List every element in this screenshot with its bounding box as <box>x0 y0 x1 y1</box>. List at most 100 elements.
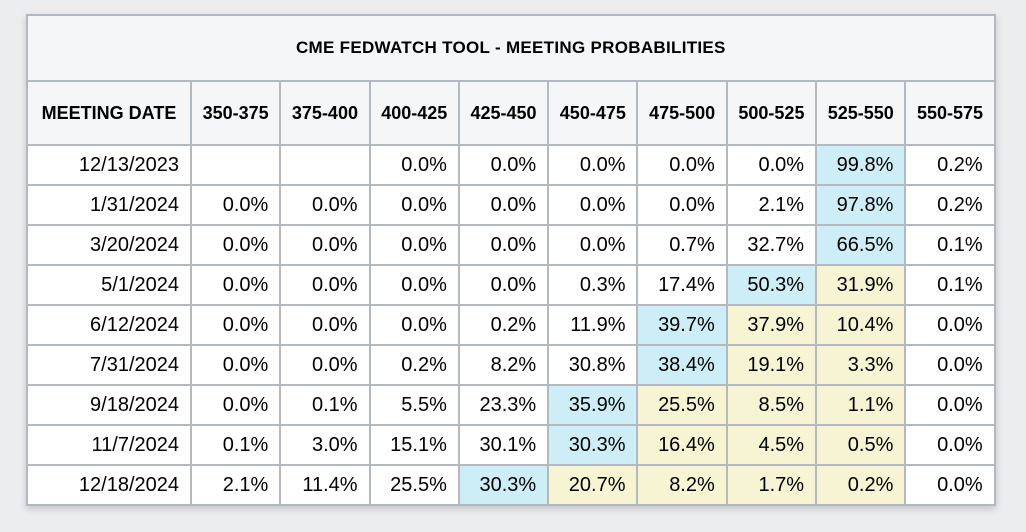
title-row: CME FEDWATCH TOOL - MEETING PROBABILITIE… <box>26 14 996 82</box>
probability-cell: 3.3% <box>815 344 907 386</box>
probability-cell: 31.9% <box>815 264 907 306</box>
probability-cell: 35.9% <box>547 384 639 426</box>
probability-cell: 0.0% <box>279 344 371 386</box>
probability-cell: 0.0% <box>189 264 282 306</box>
probability-cell: 11.9% <box>547 304 639 346</box>
column-header-meeting-date: MEETING DATE <box>26 80 192 146</box>
probability-cell: 0.0% <box>547 144 639 186</box>
column-header-rate-375-400: 375-400 <box>279 80 371 146</box>
meeting-date-cell: 9/18/2024 <box>26 384 192 426</box>
column-header-rate-500-525: 500-525 <box>725 80 818 146</box>
probability-cell: 23.3% <box>457 384 550 426</box>
column-header-rate-350-375: 350-375 <box>189 80 282 146</box>
probability-cell: 0.0% <box>189 384 282 426</box>
column-header-rate-450-475: 450-475 <box>547 80 639 146</box>
probability-cell: 0.7% <box>636 224 728 266</box>
probability-cell: 8.5% <box>725 384 818 426</box>
probability-cell: 1.7% <box>725 464 818 506</box>
probability-cell: 0.5% <box>815 424 907 466</box>
probability-cell: 37.9% <box>725 304 818 346</box>
probability-cell: 0.0% <box>904 464 996 506</box>
table-body: 12/13/2023 0.0% 0.0% 0.0% 0.0% 0.0% 99.8% 0.2% 1… <box>26 144 996 506</box>
probability-cell: 0.1% <box>904 224 996 266</box>
probability-cell: 97.8% <box>815 184 907 226</box>
table-row: 11/7/2024 0.1% 3.0% 15.1% 30.1% 30.3% 16.4% 4.5… <box>26 424 996 466</box>
probability-cell: 4.5% <box>725 424 818 466</box>
column-header-rate-400-425: 400-425 <box>368 80 460 146</box>
meeting-date-cell: 11/7/2024 <box>26 424 192 466</box>
probability-cell: 0.0% <box>457 184 550 226</box>
table-row: 7/31/2024 0.0% 0.0% 0.2% 8.2% 30.8% 38.4% 19.1%… <box>26 344 996 386</box>
probability-cell: 0.0% <box>457 144 550 186</box>
probability-cell: 15.1% <box>368 424 460 466</box>
probability-cell: 0.0% <box>368 224 460 266</box>
column-header-rate-425-450: 425-450 <box>457 80 550 146</box>
probability-cell: 25.5% <box>636 384 728 426</box>
probability-cell: 39.7% <box>636 304 728 346</box>
probability-cell: 0.1% <box>904 264 996 306</box>
probability-cell: 11.4% <box>279 464 371 506</box>
probability-cell: 0.0% <box>636 144 728 186</box>
page-title: CME FEDWATCH TOOL - MEETING PROBABILITIE… <box>26 14 996 82</box>
probability-cell: 0.0% <box>189 344 282 386</box>
table-row: 9/18/2024 0.0% 0.1% 5.5% 23.3% 35.9% 25.5% 8.5%… <box>26 384 996 426</box>
probability-cell: 0.0% <box>368 304 460 346</box>
column-header-rate-525-550: 525-550 <box>815 80 907 146</box>
table-row: 3/20/2024 0.0% 0.0% 0.0% 0.0% 0.0% 0.7% 32.7% 66… <box>26 224 996 266</box>
probability-cell: 0.0% <box>279 304 371 346</box>
probability-cell: 50.3% <box>725 264 818 306</box>
probability-cell: 20.7% <box>547 464 639 506</box>
table-row: 1/31/2024 0.0% 0.0% 0.0% 0.0% 0.0% 0.0% 2.1% 97.… <box>26 184 996 226</box>
probability-cell: 38.4% <box>636 344 728 386</box>
probability-cell: 0.0% <box>279 184 371 226</box>
probability-cell: 30.3% <box>457 464 550 506</box>
probability-cell: 0.3% <box>547 264 639 306</box>
probability-cell: 0.0% <box>189 184 282 226</box>
probability-cell: 0.0% <box>279 224 371 266</box>
meeting-date-cell: 12/13/2023 <box>26 144 192 186</box>
column-header-row: MEETING DATE 350-375 375-400 400-425 425-450… <box>26 80 996 146</box>
probability-cell: 19.1% <box>725 344 818 386</box>
probability-cell: 2.1% <box>189 464 282 506</box>
probability-cell: 0.0% <box>904 424 996 466</box>
probability-cell: 0.2% <box>904 184 996 226</box>
probability-cell: 0.1% <box>279 384 371 426</box>
probability-cell: 3.0% <box>279 424 371 466</box>
column-header-rate-475-500: 475-500 <box>636 80 728 146</box>
fedwatch-card: CME FEDWATCH TOOL - MEETING PROBABILITIE… <box>26 14 996 506</box>
table-row: 6/12/2024 0.0% 0.0% 0.0% 0.2% 11.9% 39.7% 37.9%… <box>26 304 996 346</box>
probability-cell: 0.0% <box>368 184 460 226</box>
column-header-rate-550-575: 550-575 <box>904 80 996 146</box>
table-row: 12/18/2024 2.1% 11.4% 25.5% 30.3% 20.7% 8.2% 1.… <box>26 464 996 506</box>
probability-cell: 0.0% <box>189 224 282 266</box>
probability-cell: 0.0% <box>725 144 818 186</box>
meeting-date-cell: 7/31/2024 <box>26 344 192 386</box>
probability-cell: 0.0% <box>547 224 639 266</box>
probability-cell: 0.0% <box>904 344 996 386</box>
probability-cell: 10.4% <box>815 304 907 346</box>
probability-cell: 0.2% <box>904 144 996 186</box>
probability-cell: 17.4% <box>636 264 728 306</box>
probability-cell: 2.1% <box>725 184 818 226</box>
probability-cell: 1.1% <box>815 384 907 426</box>
meeting-date-cell: 3/20/2024 <box>26 224 192 266</box>
probability-cell: 25.5% <box>368 464 460 506</box>
table-row: 12/13/2023 0.0% 0.0% 0.0% 0.0% 0.0% 99.8% 0.2% <box>26 144 996 186</box>
probability-cell: 0.2% <box>457 304 550 346</box>
probability-cell: 66.5% <box>815 224 907 266</box>
meeting-date-cell: 1/31/2024 <box>26 184 192 226</box>
probability-cell: 8.2% <box>457 344 550 386</box>
probability-cell: 0.0% <box>457 224 550 266</box>
probability-cell: 0.0% <box>189 304 282 346</box>
probability-cell: 0.0% <box>904 384 996 426</box>
probability-cell: 0.0% <box>279 264 371 306</box>
probability-cell: 30.8% <box>547 344 639 386</box>
probability-cell: 5.5% <box>368 384 460 426</box>
probability-cell: 16.4% <box>636 424 728 466</box>
probability-cell: 0.0% <box>457 264 550 306</box>
probability-cell <box>189 144 282 186</box>
probability-cell: 0.0% <box>368 144 460 186</box>
probability-cell: 8.2% <box>636 464 728 506</box>
probability-cell: 0.1% <box>189 424 282 466</box>
probability-cell: 0.0% <box>368 264 460 306</box>
